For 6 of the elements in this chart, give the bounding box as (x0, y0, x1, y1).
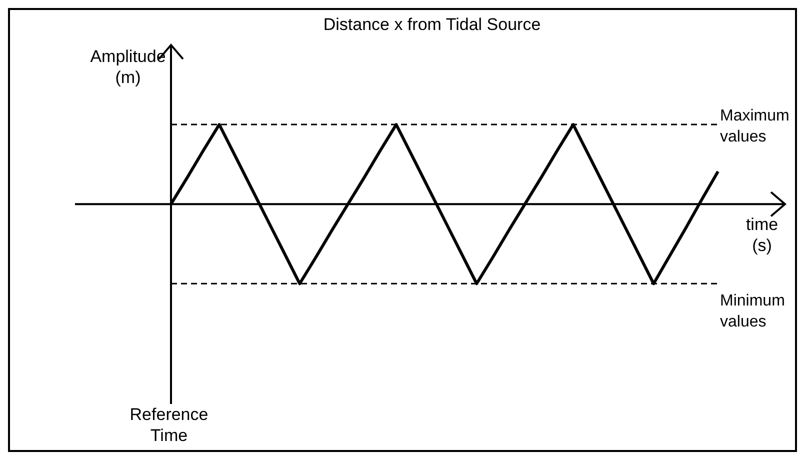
ref-line-label: Maximum values (720, 108, 790, 146)
ref-line-label: Minimum values (720, 292, 785, 331)
x-axis-title: time (s) (746, 215, 778, 256)
text: Reference Time (130, 405, 208, 445)
chart-title: Distance x from Tidal Source (323, 15, 541, 34)
y-axis-title: Amplitude (m) (90, 47, 166, 87)
